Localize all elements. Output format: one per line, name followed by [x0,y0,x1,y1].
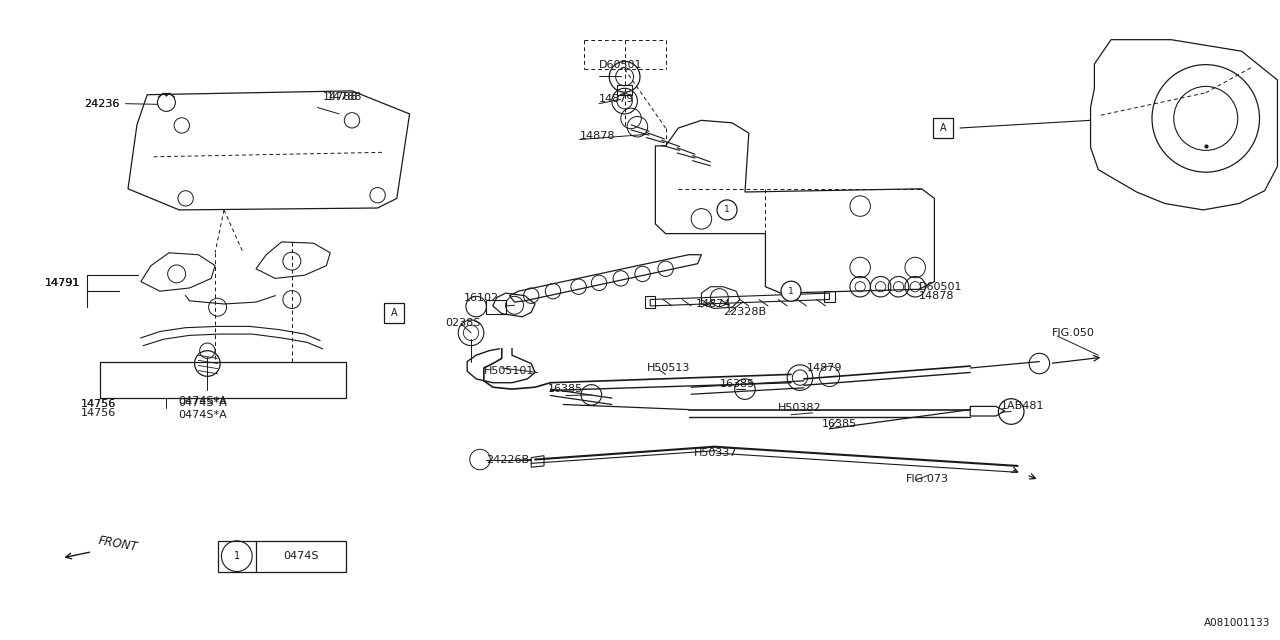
Text: 24236: 24236 [83,99,119,109]
Text: 14756: 14756 [81,399,116,410]
Bar [384,303,404,323]
Text: 14791: 14791 [45,278,81,288]
Text: 14788: 14788 [326,92,362,102]
Text: 14756: 14756 [81,399,116,410]
Text: 24236: 24236 [83,99,119,109]
Text: A: A [940,123,947,133]
Text: 14874: 14874 [696,299,732,309]
Text: H50513: H50513 [646,363,690,373]
Circle shape [717,200,737,220]
Text: H50337: H50337 [694,448,737,458]
Text: 14878: 14878 [919,291,955,301]
Bar [933,118,954,138]
Text: 14879: 14879 [806,363,842,373]
Text: 14791: 14791 [45,278,81,288]
Text: 1: 1 [234,551,239,561]
Text: H505101: H505101 [484,366,534,376]
Text: H50382: H50382 [778,403,822,413]
Text: 0474S*A: 0474S*A [178,410,227,420]
Text: 16385: 16385 [719,379,754,389]
Text: D60501: D60501 [599,60,643,70]
Text: 16102: 16102 [463,292,498,303]
Circle shape [781,281,801,301]
Text: FRONT: FRONT [97,534,140,554]
Text: 22328B: 22328B [723,307,767,317]
Text: D60501: D60501 [919,282,963,292]
Text: 0474S*A: 0474S*A [178,396,227,406]
Text: 1AB481: 1AB481 [1001,401,1044,412]
Text: 14756: 14756 [81,408,116,419]
Text: 16385: 16385 [548,384,582,394]
Text: 0238S: 0238S [445,318,481,328]
Text: 1: 1 [788,287,794,296]
Text: A: A [390,308,398,318]
Text: 14788: 14788 [323,92,358,102]
Text: 24226B: 24226B [486,454,530,465]
Text: 1: 1 [724,205,730,214]
Text: 0474S: 0474S [283,551,319,561]
Text: 14879: 14879 [599,94,635,104]
Text: FIG.050: FIG.050 [1052,328,1094,338]
Bar [218,541,346,572]
Text: 16385: 16385 [822,419,856,429]
Text: 14878: 14878 [580,131,616,141]
Text: 0474S*A: 0474S*A [178,398,227,408]
Text: FIG.073: FIG.073 [906,474,950,484]
Text: 14791: 14791 [45,278,81,288]
Bar [100,362,346,398]
Text: A081001133: A081001133 [1203,618,1270,628]
